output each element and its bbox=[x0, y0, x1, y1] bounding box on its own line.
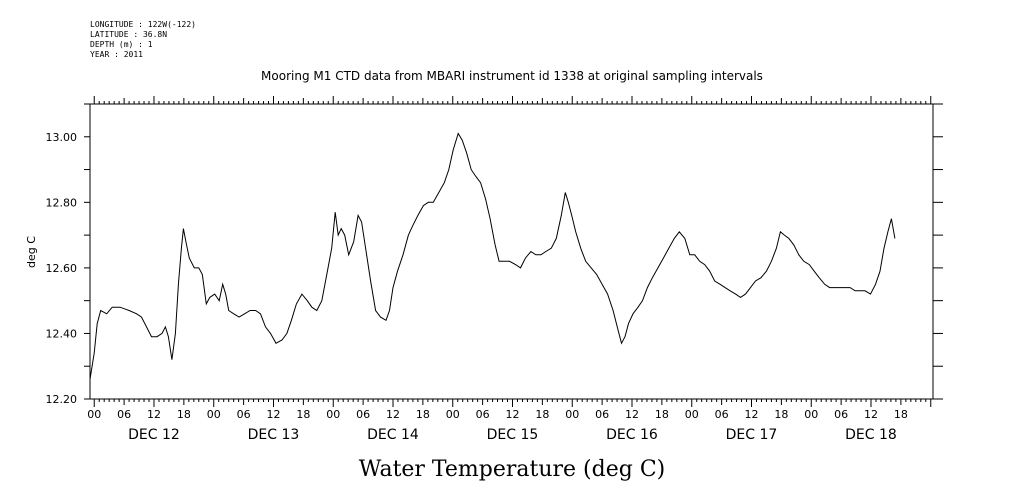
x-day-label: DEC 16 bbox=[606, 427, 658, 443]
latitude-text: LATITUDE : 36.8N bbox=[90, 30, 168, 39]
y-tick-label: 12.60 bbox=[46, 262, 78, 275]
x-hour-label: 00 bbox=[804, 408, 818, 421]
x-day-labels: DEC 12 DEC 13 DEC 14 DEC 15 DEC 16 DEC 17 DEC … bbox=[128, 427, 897, 443]
x-day-label: DEC 18 bbox=[845, 427, 897, 443]
metadata-block: LONGITUDE : 122W(-122) LATITUDE : 36.8N … bbox=[90, 20, 196, 60]
plot-frame bbox=[89, 103, 934, 400]
x-hour-label: 06 bbox=[476, 408, 490, 421]
bottom-title: Water Temperature (deg C) bbox=[359, 457, 666, 482]
x-hour-label: 12 bbox=[505, 408, 519, 421]
x-hour-label: 06 bbox=[834, 408, 848, 421]
x-hour-label: 06 bbox=[595, 408, 609, 421]
x-hour-label: 18 bbox=[774, 408, 788, 421]
x-day-label: DEC 17 bbox=[726, 427, 778, 443]
x-hour-label: 00 bbox=[326, 408, 340, 421]
axis-ticks bbox=[84, 96, 943, 407]
depth-text: DEPTH (m) : 1 bbox=[90, 40, 153, 49]
x-hour-label: 06 bbox=[117, 408, 131, 421]
x-day-label: DEC 15 bbox=[487, 427, 539, 443]
x-hour-label: 18 bbox=[177, 408, 191, 421]
x-day-label: DEC 12 bbox=[128, 427, 180, 443]
longitude-text: LONGITUDE : 122W(-122) bbox=[90, 20, 196, 29]
x-hour-label: 00 bbox=[207, 408, 221, 421]
x-hour-label: 18 bbox=[416, 408, 430, 421]
x-hour-label: 12 bbox=[266, 408, 280, 421]
x-day-label: DEC 13 bbox=[248, 427, 300, 443]
x-hour-label: 18 bbox=[655, 408, 669, 421]
x-hour-label: 06 bbox=[715, 408, 729, 421]
x-hour-label: 18 bbox=[296, 408, 310, 421]
x-hour-label: 18 bbox=[894, 408, 908, 421]
x-hour-label: 06 bbox=[356, 408, 370, 421]
x-hour-label: 00 bbox=[565, 408, 579, 421]
x-hour-label: 12 bbox=[745, 408, 759, 421]
chart-title: Mooring M1 CTD data from MBARI instrumen… bbox=[261, 69, 763, 83]
y-tick-label: 13.00 bbox=[46, 131, 78, 144]
x-hour-label: 00 bbox=[87, 408, 101, 421]
x-day-label: DEC 14 bbox=[367, 427, 419, 443]
y-tick-labels: 12.20 12.40 12.60 12.80 13.00 bbox=[46, 131, 78, 406]
y-axis-label: deg C bbox=[25, 236, 38, 268]
x-hour-label: 12 bbox=[386, 408, 400, 421]
x-hour-label: 00 bbox=[446, 408, 460, 421]
y-tick-label: 12.80 bbox=[46, 196, 78, 209]
temperature-series-line bbox=[89, 132, 896, 380]
year-text: YEAR : 2011 bbox=[90, 50, 143, 59]
x-hour-label: 00 bbox=[685, 408, 699, 421]
x-hour-label: 12 bbox=[864, 408, 878, 421]
x-hour-label: 18 bbox=[535, 408, 549, 421]
x-hour-label: 12 bbox=[147, 408, 161, 421]
y-tick-label: 12.40 bbox=[46, 327, 78, 340]
x-hour-label: 12 bbox=[625, 408, 639, 421]
y-tick-label: 12.20 bbox=[46, 393, 78, 406]
x-hour-labels: 00 06 12 18 00 06 12 18 00 06 12 18 00 06 12 18 00 06 12 18… bbox=[87, 408, 908, 421]
x-hour-label: 06 bbox=[237, 408, 251, 421]
